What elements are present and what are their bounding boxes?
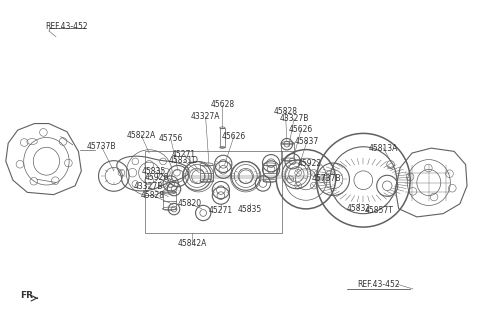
Text: 45822A: 45822A	[126, 131, 156, 139]
Text: 45756: 45756	[158, 134, 183, 143]
Bar	[220, 128, 225, 147]
Text: 45737B: 45737B	[86, 142, 116, 151]
Text: 43327B: 43327B	[279, 114, 309, 123]
Text: 45271: 45271	[209, 206, 233, 215]
Text: 45922: 45922	[297, 159, 322, 168]
Text: 45857T: 45857T	[364, 206, 393, 215]
Bar	[145, 151, 282, 233]
Text: 45926: 45926	[144, 173, 169, 182]
Text: 45820: 45820	[178, 199, 202, 208]
Text: 45828: 45828	[141, 191, 165, 200]
Text: 43327B: 43327B	[133, 182, 163, 191]
Text: FR.: FR.	[20, 291, 36, 300]
Text: 45737B: 45737B	[312, 174, 341, 183]
Text: 45835: 45835	[142, 166, 166, 176]
Text: 45835: 45835	[238, 205, 262, 214]
Text: 45842A: 45842A	[178, 239, 207, 248]
Text: 45832: 45832	[347, 204, 371, 213]
Bar	[281, 143, 295, 160]
Text: REF.43-452: REF.43-452	[357, 280, 400, 289]
Text: 45626: 45626	[289, 125, 313, 134]
Text: 45626: 45626	[222, 132, 246, 141]
Text: 45837: 45837	[295, 137, 319, 146]
Text: 43327A: 43327A	[191, 113, 220, 121]
Bar	[200, 164, 213, 181]
Text: 45813A: 45813A	[369, 144, 398, 153]
Text: 45628: 45628	[210, 100, 234, 109]
Bar	[163, 192, 176, 209]
Text: 45831D: 45831D	[168, 156, 199, 165]
Text: REF.43-452: REF.43-452	[46, 22, 88, 31]
Bar	[263, 164, 276, 181]
Text: 45828: 45828	[274, 107, 298, 116]
Text: 45271: 45271	[171, 149, 196, 159]
